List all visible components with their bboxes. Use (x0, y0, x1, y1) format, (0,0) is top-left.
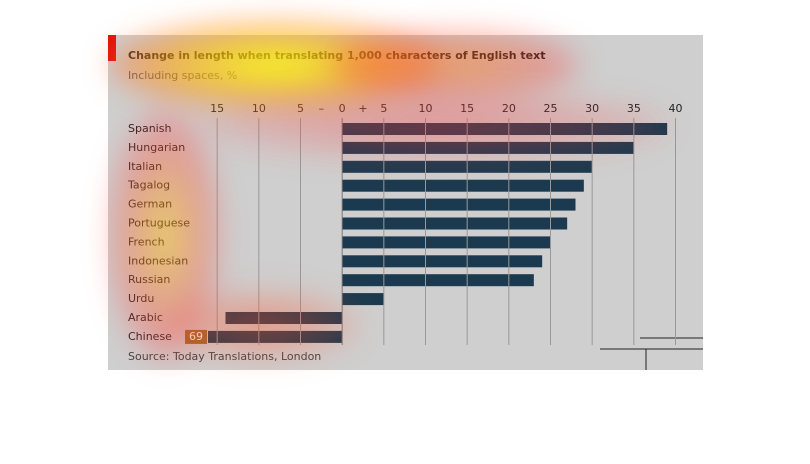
x-tick-label: 35 (627, 102, 641, 115)
bar (342, 274, 534, 287)
category-label: Spanish (128, 122, 171, 135)
bar (208, 330, 343, 343)
category-label: Portuguese (128, 217, 190, 230)
bar (342, 141, 634, 154)
category-label: Indonesian (128, 254, 188, 267)
x-tick-label: 15 (210, 102, 224, 115)
bar (342, 236, 551, 249)
category-label: Arabic (128, 311, 163, 324)
x-tick-label: 20 (502, 102, 516, 115)
bar (225, 312, 343, 324)
bar (342, 198, 576, 211)
category-label: French (128, 235, 165, 248)
category-label: Tagalog (127, 179, 170, 192)
bar (342, 293, 384, 306)
value-label: 69 (189, 330, 203, 343)
category-label: Italian (128, 160, 162, 173)
x-tick-label: 30 (585, 102, 599, 115)
x-tick-label: 0 (339, 102, 346, 115)
bar (342, 179, 584, 192)
x-tick-label: 15 (460, 102, 474, 115)
x-tick-label: 5 (297, 102, 304, 115)
x-tick-label: 5 (380, 102, 387, 115)
bar (342, 123, 668, 135)
category-label: Hungarian (128, 141, 185, 154)
bars (208, 123, 668, 343)
axis-sign: – (319, 102, 325, 115)
x-tick-label: 25 (544, 102, 558, 115)
category-label: Chinese (128, 330, 172, 343)
x-tick-label: 10 (252, 102, 266, 115)
category-label: Russian (128, 273, 170, 286)
x-tick-label: 10 (419, 102, 433, 115)
bar (342, 217, 568, 230)
chart-title: Change in length when translating 1,000 … (128, 49, 545, 62)
chart-subtitle: Including spaces, % (128, 69, 237, 82)
x-tick-label: 40 (669, 102, 683, 115)
bar (342, 255, 543, 268)
accent-bar (108, 35, 116, 61)
category-label: Urdu (128, 292, 154, 305)
category-label: German (128, 198, 172, 211)
axis-sign: + (358, 102, 367, 115)
source: Source: Today Translations, London (128, 350, 321, 363)
